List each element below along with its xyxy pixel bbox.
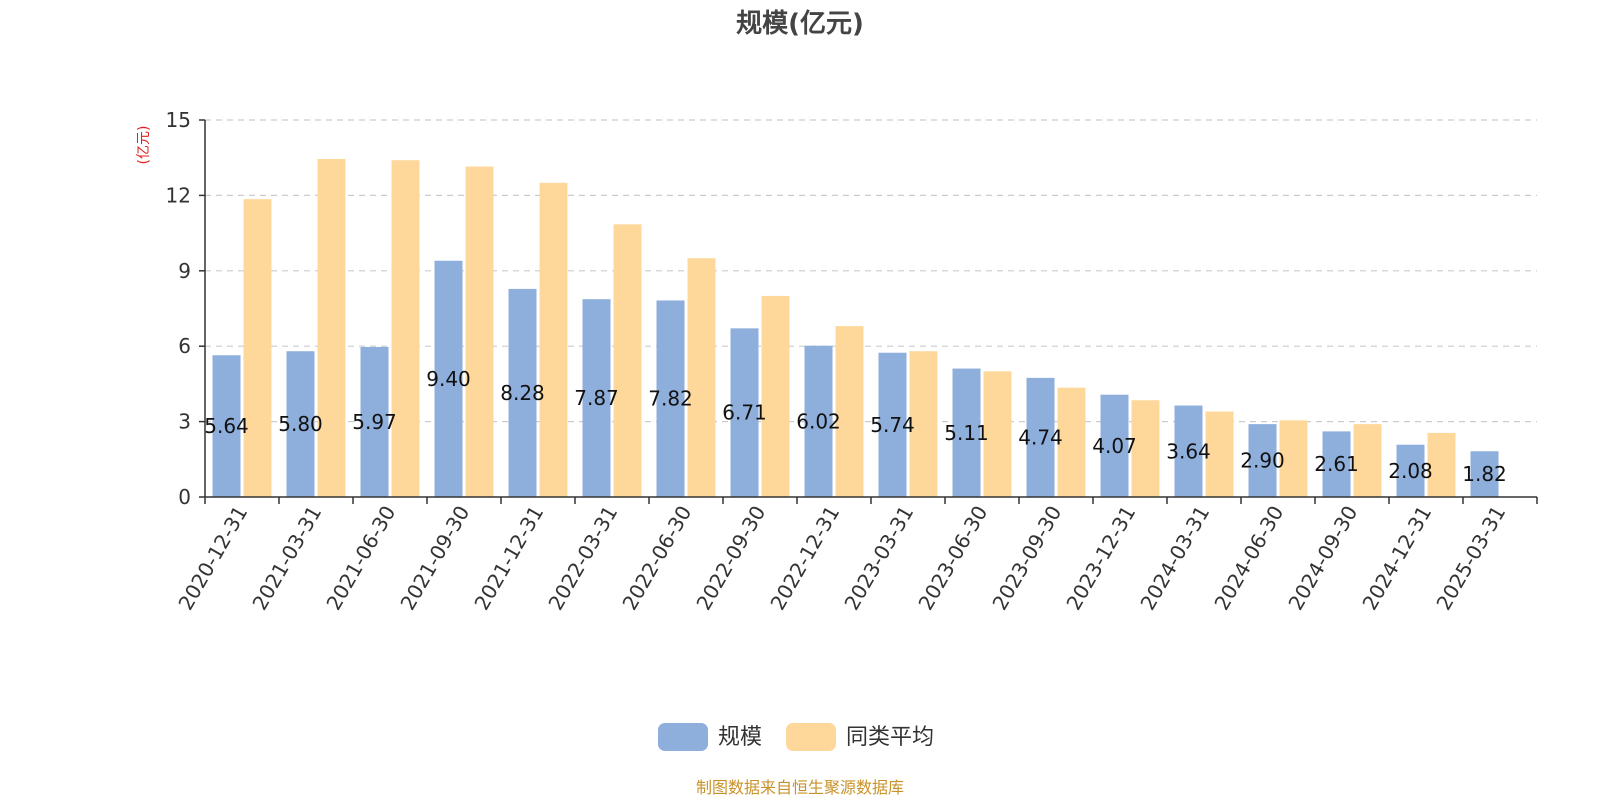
data-label-scale: 9.40	[426, 367, 471, 391]
bar-scale	[730, 328, 759, 497]
bar-scale	[1396, 444, 1425, 497]
data-label-scale: 5.97	[352, 410, 397, 434]
x-tick-label: 2021-09-30	[395, 502, 474, 615]
bar-peer-average	[391, 160, 420, 498]
data-label-scale: 8.28	[500, 381, 545, 405]
bar-scale	[360, 346, 389, 497]
bar-scale	[656, 300, 685, 497]
bar-scale	[582, 299, 611, 497]
bar-scale	[1174, 405, 1203, 497]
bar-peer-average	[1353, 424, 1382, 497]
data-label-scale: 6.71	[722, 401, 767, 425]
data-source-note: 制图数据来自恒生聚源数据库	[696, 778, 904, 797]
y-tick-label: 12	[166, 183, 191, 207]
x-tick-label: 2022-12-31	[765, 502, 844, 615]
legend: 规模 同类平均	[658, 723, 934, 751]
bar-scale	[508, 288, 537, 497]
x-tick-label: 2024-06-30	[1209, 502, 1288, 615]
data-labels: 5.64 5.80 5.97 9.40 8.28 7.87 7.82 6.71 6.02 5.74…	[204, 367, 1507, 486]
data-label-scale: 5.80	[278, 412, 323, 436]
chart-title: 规模(亿元)	[736, 9, 864, 39]
bar-scale	[878, 352, 907, 497]
bar-scale	[1100, 394, 1129, 497]
x-tick-label: 2021-03-31	[247, 502, 326, 615]
x-tick-label: 2023-03-31	[839, 502, 918, 615]
data-label-scale: 2.61	[1314, 452, 1359, 476]
y-tick-label: 9	[178, 259, 191, 283]
x-tick-label: 2023-12-31	[1061, 502, 1140, 615]
y-tick-label: 0	[178, 485, 191, 509]
data-label-scale: 1.82	[1462, 462, 1507, 486]
data-label-scale: 7.82	[648, 387, 693, 411]
bar-scale	[1248, 424, 1277, 497]
bar-peer-average	[613, 224, 642, 497]
bar-scale	[212, 355, 241, 497]
legend-swatch-scale	[658, 723, 708, 751]
bar-peer-average	[1057, 387, 1086, 497]
data-label-scale: 5.74	[870, 413, 915, 437]
bar-scale	[952, 368, 981, 497]
y-tick-label: 3	[178, 410, 191, 434]
bars	[212, 158, 1499, 498]
bar-peer-average	[1427, 432, 1456, 497]
bar-peer-average	[835, 326, 864, 497]
bar-peer-average	[983, 371, 1012, 497]
y-tick-label: 6	[178, 334, 191, 358]
data-label-scale: 3.64	[1166, 439, 1211, 463]
data-label-scale: 4.07	[1092, 434, 1137, 458]
bar-peer-average	[243, 199, 272, 498]
x-tick-label: 2021-12-31	[469, 502, 548, 615]
data-label-scale: 5.11	[944, 421, 989, 445]
x-tick-label: 2022-06-30	[617, 502, 696, 615]
bar-peer-average	[1205, 411, 1234, 497]
x-tick-label: 2024-09-30	[1283, 502, 1362, 615]
data-label-scale: 4.74	[1018, 425, 1063, 449]
bar-scale	[286, 351, 315, 497]
y-tick-label: 15	[166, 108, 191, 132]
legend-swatch-peer-average	[786, 723, 836, 751]
x-tick-label: 2022-09-30	[691, 502, 770, 615]
x-tick-label: 2025-03-31	[1431, 502, 1510, 615]
data-label-scale: 5.64	[204, 414, 249, 438]
bar-peer-average	[909, 351, 938, 497]
bar-peer-average	[687, 258, 716, 497]
x-tick-label: 2023-06-30	[913, 502, 992, 615]
bar-peer-average	[761, 295, 790, 497]
x-tick-label: 2024-12-31	[1357, 502, 1436, 615]
data-label-scale: 7.87	[574, 386, 619, 410]
bar-peer-average	[539, 182, 568, 498]
bar-scale	[1026, 377, 1055, 497]
data-label-scale: 6.02	[796, 409, 841, 433]
data-label-scale: 2.08	[1388, 459, 1433, 483]
x-tick-label: 2020-12-31	[173, 502, 252, 615]
x-tick-label: 2021-06-30	[321, 502, 400, 615]
grid-lines	[205, 119, 1537, 423]
legend-label-peer-average: 同类平均	[846, 725, 934, 750]
bar-peer-average	[317, 158, 346, 497]
y-axis-unit-label: (亿元)	[136, 126, 152, 165]
bar-peer-average	[1279, 420, 1308, 497]
x-tick-label: 2022-03-31	[543, 502, 622, 615]
x-tick-label: 2023-09-30	[987, 502, 1066, 615]
x-tick-label: 2024-03-31	[1135, 502, 1214, 615]
legend-label-scale: 规模	[718, 725, 762, 750]
bar-scale	[1322, 431, 1351, 497]
bar-scale	[804, 345, 833, 497]
bar-peer-average	[465, 166, 494, 497]
data-label-scale: 2.90	[1240, 449, 1285, 473]
bar-scale	[1470, 451, 1499, 497]
bar-scale	[434, 260, 463, 497]
bar-peer-average	[1131, 400, 1160, 497]
